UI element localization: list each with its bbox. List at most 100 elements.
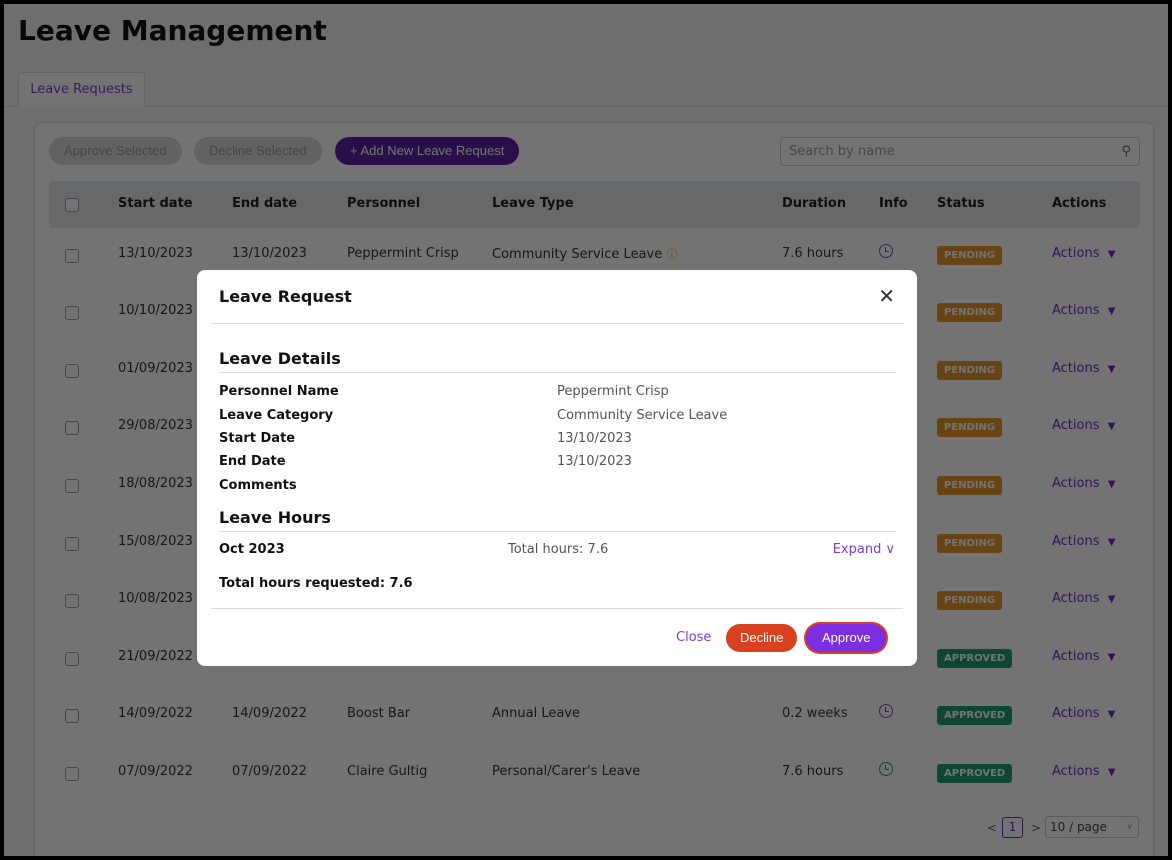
- start-date: 15/08/2023: [118, 534, 193, 549]
- actions-label: Actions: [1052, 361, 1100, 376]
- actions-label: Actions: [1052, 246, 1100, 261]
- table-row[interactable]: 07/09/2022 07/09/2022 Claire Gultig Perso…: [49, 746, 1140, 803]
- end-date: 13/10/2023: [232, 246, 307, 261]
- leave-type-cell: Personal/Carer's Leave: [492, 764, 640, 779]
- status-badge: PENDING: [937, 534, 1003, 553]
- status-badge: APPROVED: [937, 649, 1013, 668]
- approve-selected-button[interactable]: Approve Selected: [49, 137, 182, 165]
- clock-icon[interactable]: [879, 762, 893, 776]
- col-leave-type[interactable]: Leave Type: [492, 196, 574, 211]
- start-date: 13/10/2023: [118, 246, 193, 261]
- start-date-value: 13/10/2023: [557, 431, 632, 446]
- search-placeholder: Search by name: [789, 144, 895, 159]
- approve-button[interactable]: Approve: [806, 624, 887, 652]
- caret-down-icon: ▼: [1107, 249, 1116, 260]
- leave-type: Personal/Carer's Leave: [492, 764, 641, 779]
- start-date: 01/09/2023: [118, 361, 193, 376]
- table-row[interactable]: 13/10/2023 13/10/2023 Peppermint Crisp Co…: [49, 228, 1140, 285]
- col-start-date[interactable]: Start date: [118, 196, 193, 211]
- table-row[interactable]: 10/10/2023 PENDING Actions ▼: [49, 285, 1140, 342]
- caret-down-icon: ▼: [1107, 594, 1116, 605]
- page-size-select[interactable]: 10 / page ∨: [1045, 816, 1139, 838]
- expand-button[interactable]: Expand ∨: [833, 542, 895, 557]
- search-input[interactable]: Search by name ⚲: [780, 137, 1140, 166]
- month-total-hours: Total hours: 7.6: [508, 542, 609, 557]
- leave-type: Annual Leave: [492, 706, 580, 721]
- actions-dropdown[interactable]: Actions ▼: [1052, 361, 1115, 376]
- col-actions: Actions: [1052, 196, 1107, 211]
- actions-dropdown[interactable]: Actions ▼: [1052, 246, 1115, 261]
- col-personnel[interactable]: Personnel: [347, 196, 421, 211]
- end-date-value: 13/10/2023: [557, 454, 632, 469]
- personnel: Boost Bar: [347, 706, 411, 721]
- select-all-checkbox[interactable]: [65, 198, 79, 212]
- row-checkbox[interactable]: [65, 364, 79, 378]
- row-checkbox[interactable]: [65, 421, 79, 435]
- row-checkbox[interactable]: [65, 709, 79, 723]
- clock-icon[interactable]: [879, 244, 893, 258]
- clock-icon[interactable]: [879, 704, 893, 718]
- actions-dropdown[interactable]: Actions ▼: [1052, 706, 1115, 721]
- end-date: 14/09/2022: [232, 706, 307, 721]
- actions-dropdown[interactable]: Actions ▼: [1052, 649, 1115, 664]
- table-row[interactable]: 18/08/2023 PENDING Actions ▼: [49, 458, 1140, 515]
- search-icon: ⚲: [1121, 144, 1131, 159]
- close-button[interactable]: Close: [676, 630, 712, 645]
- modal-title: Leave Request: [219, 287, 352, 306]
- col-end-date[interactable]: End date: [232, 196, 298, 211]
- table-row[interactable]: 01/09/2023 PENDING Actions ▼: [49, 343, 1140, 400]
- actions-dropdown[interactable]: Actions ▼: [1052, 418, 1115, 433]
- actions-label: Actions: [1052, 706, 1100, 721]
- tab-leave-requests[interactable]: Leave Requests: [18, 72, 145, 107]
- actions-label: Actions: [1052, 303, 1100, 318]
- duration: 7.6 hours: [782, 764, 844, 779]
- divider: [219, 531, 895, 532]
- start-date: 21/09/2022: [118, 649, 193, 664]
- actions-dropdown[interactable]: Actions ▼: [1052, 764, 1115, 779]
- table-row[interactable]: 15/08/2023 PENDING Actions ▼: [49, 516, 1140, 573]
- row-checkbox[interactable]: [65, 767, 79, 781]
- table-row[interactable]: 21/09/2022 APPROVED Actions ▼: [49, 631, 1140, 688]
- leave-request-modal: Leave Request ✕ Leave Details Personnel …: [197, 270, 917, 666]
- leave-details-heading: Leave Details: [219, 349, 341, 368]
- field-label: End Date: [219, 454, 286, 469]
- actions-dropdown[interactable]: Actions ▼: [1052, 303, 1115, 318]
- row-checkbox[interactable]: [65, 306, 79, 320]
- table-row[interactable]: 29/08/2023 PENDING Actions ▼: [49, 400, 1140, 457]
- actions-dropdown[interactable]: Actions ▼: [1052, 534, 1115, 549]
- close-icon[interactable]: ✕: [878, 284, 895, 308]
- col-duration[interactable]: Duration: [782, 196, 847, 211]
- next-page-button[interactable]: >: [1031, 821, 1042, 835]
- actions-label: Actions: [1052, 534, 1100, 549]
- actions-dropdown[interactable]: Actions ▼: [1052, 591, 1115, 606]
- table-row[interactable]: 10/08/2023 PENDING Actions ▼: [49, 573, 1140, 630]
- row-checkbox[interactable]: [65, 594, 79, 608]
- decline-selected-button[interactable]: Decline Selected: [194, 137, 322, 165]
- caret-down-icon: ▼: [1107, 421, 1116, 432]
- col-status[interactable]: Status: [937, 196, 985, 211]
- row-checkbox[interactable]: [65, 652, 79, 666]
- row-checkbox[interactable]: [65, 249, 79, 263]
- row-checkbox[interactable]: [65, 479, 79, 493]
- status-badge: PENDING: [937, 303, 1003, 322]
- info-icon[interactable]: ⓘ: [666, 248, 678, 261]
- divider: [211, 323, 903, 324]
- page-size-value: 10 / page: [1050, 820, 1107, 834]
- chevron-down-icon: ∨: [885, 542, 895, 557]
- leave-hours-heading: Leave Hours: [219, 508, 331, 527]
- start-date: 10/08/2023: [118, 591, 193, 606]
- table-row[interactable]: 14/09/2022 14/09/2022 Boost Bar Annual Le…: [49, 688, 1140, 745]
- page-1-button[interactable]: 1: [1002, 817, 1023, 838]
- decline-button[interactable]: Decline: [726, 624, 798, 652]
- prev-page-button[interactable]: <: [987, 821, 998, 835]
- duration: 7.6 hours: [782, 246, 844, 261]
- divider: [219, 372, 895, 373]
- start-date: 29/08/2023: [118, 418, 193, 433]
- page-title: Leave Management: [18, 14, 327, 47]
- status-badge: APPROVED: [937, 706, 1013, 725]
- actions-label: Actions: [1052, 418, 1100, 433]
- actions-dropdown[interactable]: Actions ▼: [1052, 476, 1115, 491]
- actions-label: Actions: [1052, 649, 1100, 664]
- add-new-leave-request-button[interactable]: + Add New Leave Request: [335, 137, 520, 165]
- row-checkbox[interactable]: [65, 537, 79, 551]
